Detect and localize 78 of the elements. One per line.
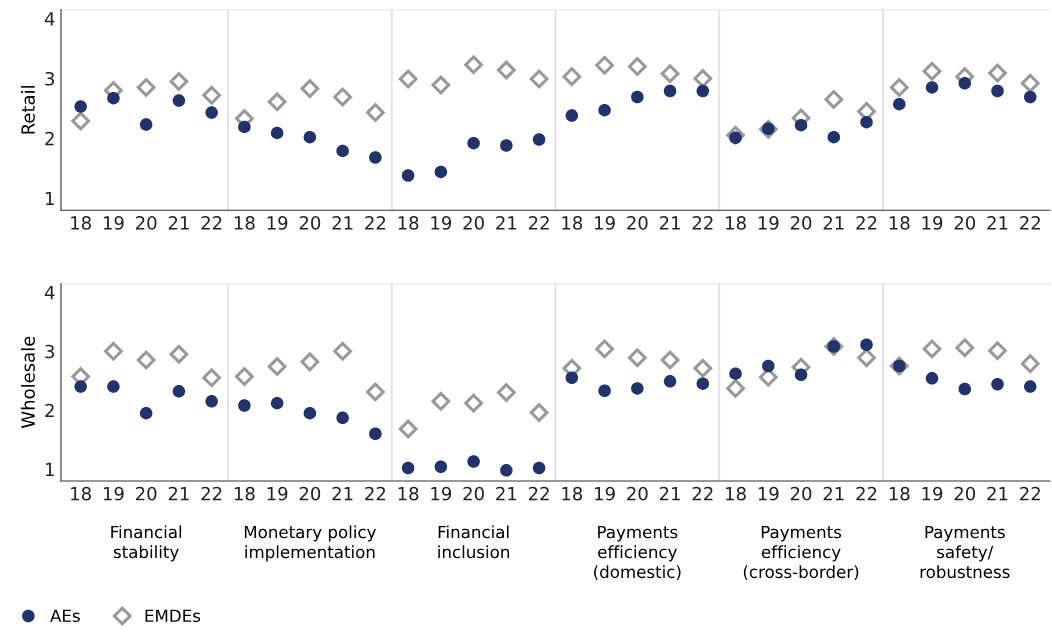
x-tick-label: 20 [463,486,484,501]
x-tick-label: 19 [103,216,124,230]
x-tick-label: 19 [267,216,288,230]
y-axis-title: Wholesale [20,336,35,429]
x-tick-label: 18 [562,486,583,501]
x-tick-label: 20 [954,486,976,501]
x-tick-label: 19 [922,216,943,230]
x-tick-label: 21 [987,486,1008,501]
y-tick-label: 1 [45,462,54,477]
x-tick-label: 22 [365,486,386,501]
legend-label: EMDEs [145,609,201,623]
x-tick-label: 18 [398,216,419,230]
x-tick-label: 18 [234,486,255,501]
x-tick-label: 21 [496,486,517,501]
x-tick-label: 21 [332,486,353,501]
x-tick-label: 22 [856,216,877,230]
y-tick-label: 3 [45,71,55,86]
x-tick-label: 21 [659,486,680,501]
x-tick-label: 22 [856,486,877,501]
x-tick-label: 19 [758,216,779,230]
x-tick-label: 20 [954,216,976,230]
y-tick-label: 1 [45,191,54,206]
x-tick-label: 22 [1020,216,1040,230]
x-tick-label: 18 [71,216,91,230]
x-tick-label: 20 [790,216,812,230]
x-tick-label: 20 [627,216,648,230]
x-tick-label: 22 [692,216,713,230]
x-tick-label: 22 [201,216,222,230]
x-tick-label: 22 [365,216,386,230]
x-tick-label: 22 [1020,486,1040,501]
x-tick-label: 21 [168,216,189,230]
x-tick-label: 22 [528,216,549,230]
x-tick-label: 18 [562,216,583,230]
legend-label: AEs [50,609,80,623]
x-tick-label: 19 [595,216,615,230]
y-tick-label: 4 [44,286,55,300]
x-tick-label: 19 [103,486,124,501]
x-tick-label: 20 [135,486,157,501]
text: Financial stability [111,525,182,562]
y-tick-label: 2 [45,403,54,418]
x-tick-label: 20 [463,216,484,230]
x-tick-label: 18 [889,216,910,230]
x-tick-label: 19 [267,486,288,501]
x-tick-label: 18 [726,216,746,230]
x-tick-label: 18 [71,486,91,501]
text: Payments safety/ robustness [920,525,1010,579]
x-tick-label: 20 [299,216,321,230]
x-tick-label: 21 [332,216,353,230]
x-tick-label: 22 [201,486,222,501]
x-tick-label: 21 [659,216,680,230]
x-tick-label: 21 [823,486,844,501]
x-tick-label: 22 [528,486,549,501]
text: Financial inclusion [438,525,509,559]
x-tick-label: 19 [431,216,452,230]
x-tick-label: 19 [922,486,943,501]
x-tick-label: 21 [496,216,517,230]
x-tick-label: 18 [398,486,419,501]
y-tick-label: 4 [44,12,55,26]
y-tick-label: 3 [45,344,55,359]
x-tick-label: 21 [823,216,844,230]
x-tick-label: 20 [790,486,812,501]
x-tick-label: 20 [299,486,321,501]
x-tick-label: 18 [234,216,255,230]
x-tick-label: 21 [987,216,1008,230]
x-tick-label: 19 [758,486,779,501]
y-axis-title: Retail [20,86,35,134]
text: Monetary policy implementation [244,525,376,562]
x-tick-label: 19 [595,486,615,501]
x-tick-label: 22 [692,486,713,501]
x-tick-label: 21 [168,486,189,501]
text: Payments efficiency (domestic) [594,525,681,581]
x-tick-label: 20 [135,216,157,230]
text: Payments efficiency (cross-border) [743,525,859,581]
x-tick-label: 18 [889,486,910,501]
y-tick-label: 2 [45,131,54,146]
x-tick-label: 18 [726,486,746,501]
x-tick-label: 20 [627,486,648,501]
x-tick-label: 19 [431,486,452,501]
